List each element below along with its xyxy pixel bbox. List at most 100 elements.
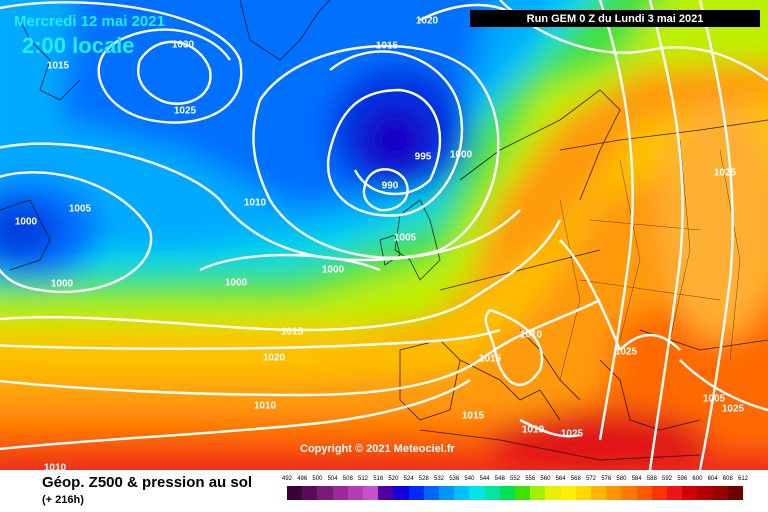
scale-swatch xyxy=(332,486,348,500)
isobar-label: 1025 xyxy=(560,428,584,440)
scale-tick-label: 504 xyxy=(327,476,338,482)
scale-swatch xyxy=(469,486,485,500)
run-info-box: Run GEM 0 Z du Lundi 3 mai 2021 xyxy=(470,10,760,27)
isobar-label: 1000 xyxy=(321,264,345,276)
isobar-label: 990 xyxy=(381,180,399,192)
scale-swatch xyxy=(408,486,424,500)
scale-swatch xyxy=(636,486,652,500)
scale-tick-label: 528 xyxy=(418,476,429,482)
isobar-label: 1000 xyxy=(224,277,248,289)
scale-tick-label: 560 xyxy=(540,476,551,482)
scale-tick-label: 608 xyxy=(722,476,733,482)
scale-swatch xyxy=(317,486,333,500)
scale-swatch xyxy=(515,486,531,500)
scale-tick-label: 492 xyxy=(282,476,293,482)
scale-swatch xyxy=(591,486,607,500)
z500-color-field xyxy=(0,0,768,470)
scale-tick-label: 516 xyxy=(373,476,384,482)
isobar-label: 1010 xyxy=(253,400,277,412)
forecast-date: Mercredi 12 mai 2021 xyxy=(14,13,165,30)
scale-tick-label: 524 xyxy=(403,476,414,482)
isobar-label: 1025 xyxy=(614,346,638,358)
borders xyxy=(559,139,741,381)
scale-tick-label: 544 xyxy=(479,476,490,482)
isobars xyxy=(0,0,768,470)
map-title: Géop. Z500 & pression au sol xyxy=(42,474,253,491)
isobar-label: 1005 xyxy=(393,232,417,244)
scale-tick-label: 536 xyxy=(449,476,460,482)
scale-tick-label: 604 xyxy=(707,476,718,482)
isobar-label: 1010 xyxy=(43,462,67,474)
scale-tick-label: 596 xyxy=(677,476,688,482)
scale-swatch xyxy=(727,486,743,500)
scale-swatch xyxy=(439,486,455,500)
forecast-offset: (+ 216h) xyxy=(42,494,84,506)
color-scale: 492 496 500 504 508 512 516 520 524 528 532 536 540 5… xyxy=(282,476,752,506)
scale-swatch xyxy=(423,486,439,500)
scale-tick-label: 564 xyxy=(555,476,566,482)
scale-swatch xyxy=(560,486,576,500)
scale-swatch xyxy=(606,486,622,500)
scale-swatch xyxy=(347,486,363,500)
scale-swatch xyxy=(712,486,728,500)
isobar-label: 1015 xyxy=(46,60,70,72)
scale-swatch xyxy=(287,486,303,500)
isobar-label: 1010 xyxy=(521,424,545,436)
isobar-label: 1020 xyxy=(262,352,286,364)
scale-tick-label: 588 xyxy=(646,476,657,482)
scale-tick-label: 508 xyxy=(342,476,353,482)
isobar-label: 1015 xyxy=(461,410,485,422)
isobar-label: 1010 xyxy=(243,197,267,209)
isobar-label: 1010 xyxy=(519,329,543,341)
isobar-label: 995 xyxy=(414,151,432,163)
isobar-label: 1005 xyxy=(68,203,92,215)
scale-swatch xyxy=(530,486,546,500)
isobar-label: 1025 xyxy=(721,403,745,415)
isobar-label: 1000 xyxy=(449,149,473,161)
scale-swatch xyxy=(682,486,698,500)
scale-swatch xyxy=(484,486,500,500)
isobar-label: 1005 xyxy=(702,393,726,405)
isobar-label: 1015 xyxy=(478,353,502,365)
isobar-label: 1015 xyxy=(375,40,399,52)
scale-tick-label: 576 xyxy=(601,476,612,482)
scale-swatch xyxy=(499,486,515,500)
coastlines xyxy=(0,0,768,461)
scale-tick-label: 540 xyxy=(464,476,475,482)
geopotential-map xyxy=(0,0,768,470)
scale-tick-label: 584 xyxy=(631,476,642,482)
copyright-text: Copyright © 2021 Meteociel.fr xyxy=(300,443,455,455)
scale-swatch xyxy=(621,486,637,500)
scale-swatch xyxy=(575,486,591,500)
scale-tick-label: 592 xyxy=(662,476,673,482)
scale-tick-label: 568 xyxy=(570,476,581,482)
isobar-label: 1030 xyxy=(171,39,195,51)
scale-tick-label: 496 xyxy=(297,476,308,482)
forecast-time: 2:00 locale xyxy=(22,33,135,58)
scale-swatch xyxy=(454,486,470,500)
scale-tick-label: 500 xyxy=(312,476,323,482)
scale-swatch xyxy=(302,486,318,500)
isobar-label: 1025 xyxy=(173,105,197,117)
scale-tick-label: 572 xyxy=(586,476,597,482)
scale-swatch xyxy=(667,486,683,500)
scale-swatch xyxy=(378,486,394,500)
isobar-label: 1000 xyxy=(50,278,74,290)
scale-tick-label: 556 xyxy=(525,476,536,482)
scale-swatch xyxy=(697,486,713,500)
isobar-label: 1025 xyxy=(713,167,737,179)
isobar-label: 1000 xyxy=(14,216,38,228)
scale-swatch xyxy=(651,486,667,500)
scale-tick-label: 512 xyxy=(358,476,369,482)
isobar-label: 1015 xyxy=(280,326,304,338)
scale-swatch xyxy=(393,486,409,500)
scale-tick-label: 600 xyxy=(692,476,703,482)
scale-tick-label: 532 xyxy=(434,476,445,482)
scale-swatch xyxy=(363,486,379,500)
scale-tick-label: 552 xyxy=(510,476,521,482)
scale-tick-label: 580 xyxy=(616,476,627,482)
scale-tick-label: 548 xyxy=(494,476,505,482)
isobar-label: 1020 xyxy=(415,15,439,27)
scale-tick-label: 520 xyxy=(388,476,399,482)
